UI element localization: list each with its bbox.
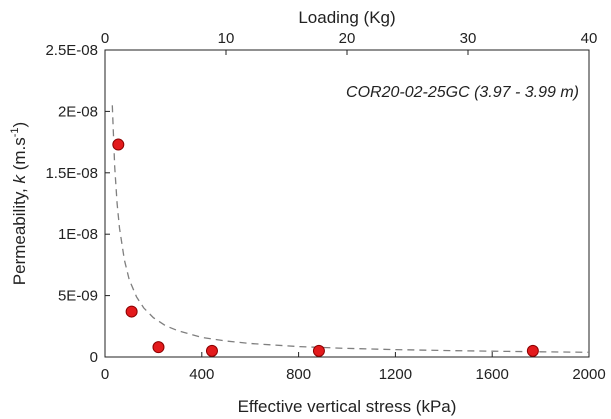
x-axis: 0 400 800 1200 1600 2000 xyxy=(101,352,606,383)
top-x-tick-label: 0 xyxy=(101,30,109,47)
x-tick-label: 400 xyxy=(189,366,214,383)
y-axis: 0 5E-09 1E-08 1.5E-08 2E-08 2.5E-08 xyxy=(45,42,110,366)
y-axis-title-symbol: k xyxy=(10,174,29,184)
data-point xyxy=(526,344,539,357)
x-tick-label: 800 xyxy=(286,366,311,383)
y-axis-title-close: ) xyxy=(10,122,29,128)
y-axis-title-prefix: Permeability, xyxy=(10,184,29,286)
top-x-tick-label: 10 xyxy=(218,30,235,47)
y-axis-title: Permeability, k (m.s-1) xyxy=(9,122,29,285)
y-tick-label: 1.5E-08 xyxy=(45,165,98,182)
top-x-tick-label: 30 xyxy=(460,30,477,47)
data-point xyxy=(152,341,165,354)
y-axis-title-unit: (m.s xyxy=(10,137,29,175)
top-x-tick-label: 20 xyxy=(339,30,356,47)
x-tick-label: 2000 xyxy=(572,366,605,383)
data-point xyxy=(125,305,138,318)
chart-annotation: COR20-02-25GC (3.97 - 3.99 m) xyxy=(346,84,579,101)
fit-curve xyxy=(111,105,590,353)
data-point xyxy=(312,344,325,357)
data-point xyxy=(205,344,218,357)
y-tick-label: 5E-09 xyxy=(58,288,98,305)
top-x-tick-label: 40 xyxy=(581,30,598,47)
x-tick-label: 1200 xyxy=(379,366,412,383)
x-tick-label: 0 xyxy=(101,366,109,383)
y-tick-label: 1E-08 xyxy=(58,226,98,243)
top-x-axis-title: Loading (Kg) xyxy=(298,8,395,27)
x-axis-title: Effective vertical stress (kPa) xyxy=(238,397,457,416)
y-tick-label: 2E-08 xyxy=(58,103,98,120)
data-points xyxy=(112,138,539,357)
top-x-axis: 0 10 20 30 40 xyxy=(101,30,598,55)
y-axis-title-exponent: -1 xyxy=(9,127,21,137)
y-tick-label: 2.5E-08 xyxy=(45,42,98,59)
x-tick-label: 1600 xyxy=(476,366,509,383)
y-tick-label: 0 xyxy=(90,349,98,366)
data-point xyxy=(112,138,125,151)
